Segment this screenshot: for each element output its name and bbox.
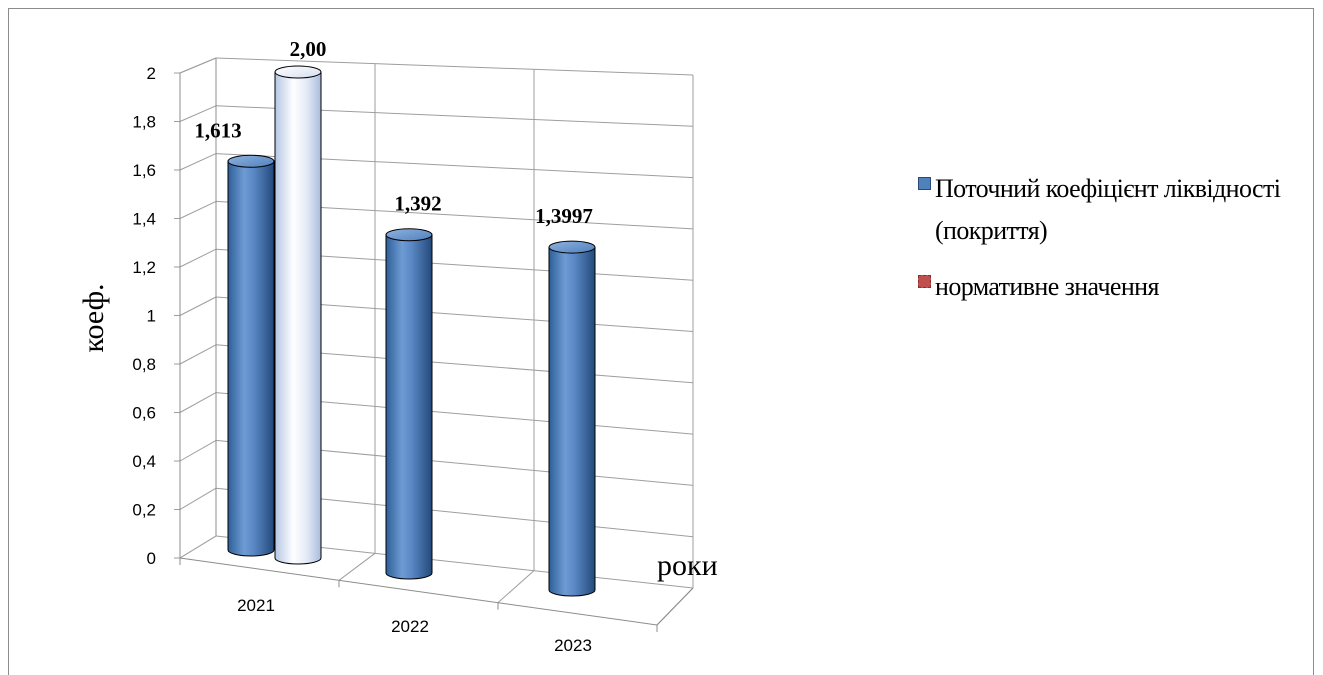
x-tick-label: 2021 [237, 596, 275, 615]
data-labels: 1,613 2,00 1,392 1,3997 [194, 37, 593, 228]
legend-swatch-red [918, 275, 931, 288]
y-tick-label: 0 [147, 549, 156, 568]
axes: 0 0,2 0,4 0,6 0,8 1 1,2 1,4 1,6 1,8 2 2021 2022 2023 [132, 57, 694, 655]
x-axis-line [179, 557, 658, 626]
gridline [215, 57, 694, 76]
data-label: 1,613 [194, 118, 241, 142]
legend: Поточний коефіцієнт ліквідності (покритт… [918, 168, 1298, 322]
legend-label: нормативне значення [935, 272, 1159, 301]
cylinder-body [385, 234, 433, 580]
y-axis-title: коеф. [77, 283, 110, 352]
cylinder-2023 [548, 240, 596, 597]
legend-item-current-ratio: Поточний коефіцієнт ліквідності (покритт… [918, 168, 1298, 252]
depth-axis-line [656, 587, 694, 626]
y-tick-label: 1,2 [132, 258, 156, 277]
gridline [179, 248, 217, 268]
cylinder-top [274, 65, 322, 79]
y-tick-label: 1,6 [132, 161, 156, 180]
gridline [179, 439, 217, 462]
y-tick-label: 1,8 [132, 113, 156, 132]
cylinder-body [227, 160, 275, 557]
gridline [179, 392, 217, 413]
data-label: 2,00 [290, 37, 327, 61]
cylinder-top [227, 154, 275, 168]
cylinder-top [385, 228, 433, 242]
cylinder-body [548, 246, 596, 597]
floor-divider [497, 570, 535, 604]
y-tick-label: 0,6 [132, 404, 156, 423]
cylinder-body [274, 71, 322, 565]
data-label: 1,392 [394, 192, 441, 216]
x-tick-label: 2022 [391, 617, 429, 636]
gridline [179, 296, 217, 316]
gridline [179, 105, 217, 122]
gridline [179, 153, 217, 171]
legend-swatch-blue [918, 177, 931, 190]
cylinder-2021 [227, 154, 275, 557]
gridline [179, 487, 217, 510]
y-tick-label: 2 [147, 64, 156, 83]
legend-item-normative: нормативне значення [918, 266, 1298, 308]
y-tick-label: 1 [147, 307, 156, 326]
x-axis-title: роки [657, 549, 718, 582]
floor-divider [338, 552, 376, 581]
y-tick-label: 1,4 [132, 210, 156, 229]
bars [227, 65, 596, 597]
chart-frame [8, 8, 1314, 675]
x-tick-label: 2023 [554, 636, 592, 655]
cylinder-2022 [385, 228, 433, 580]
y-tick-label: 0,8 [132, 355, 156, 374]
cylinder-normative-2021 [274, 65, 322, 565]
legend-label: Поточний коефіцієнт ліквідності (покритт… [935, 174, 1281, 245]
cylinder-top [548, 240, 596, 254]
floor-divider [179, 535, 217, 559]
gridline [179, 344, 217, 365]
gridline [179, 200, 217, 219]
y-tick-label: 0,2 [132, 501, 156, 520]
top-edge-line [179, 57, 217, 74]
data-label: 1,3997 [535, 204, 593, 228]
y-tick-label: 0,4 [132, 452, 156, 471]
